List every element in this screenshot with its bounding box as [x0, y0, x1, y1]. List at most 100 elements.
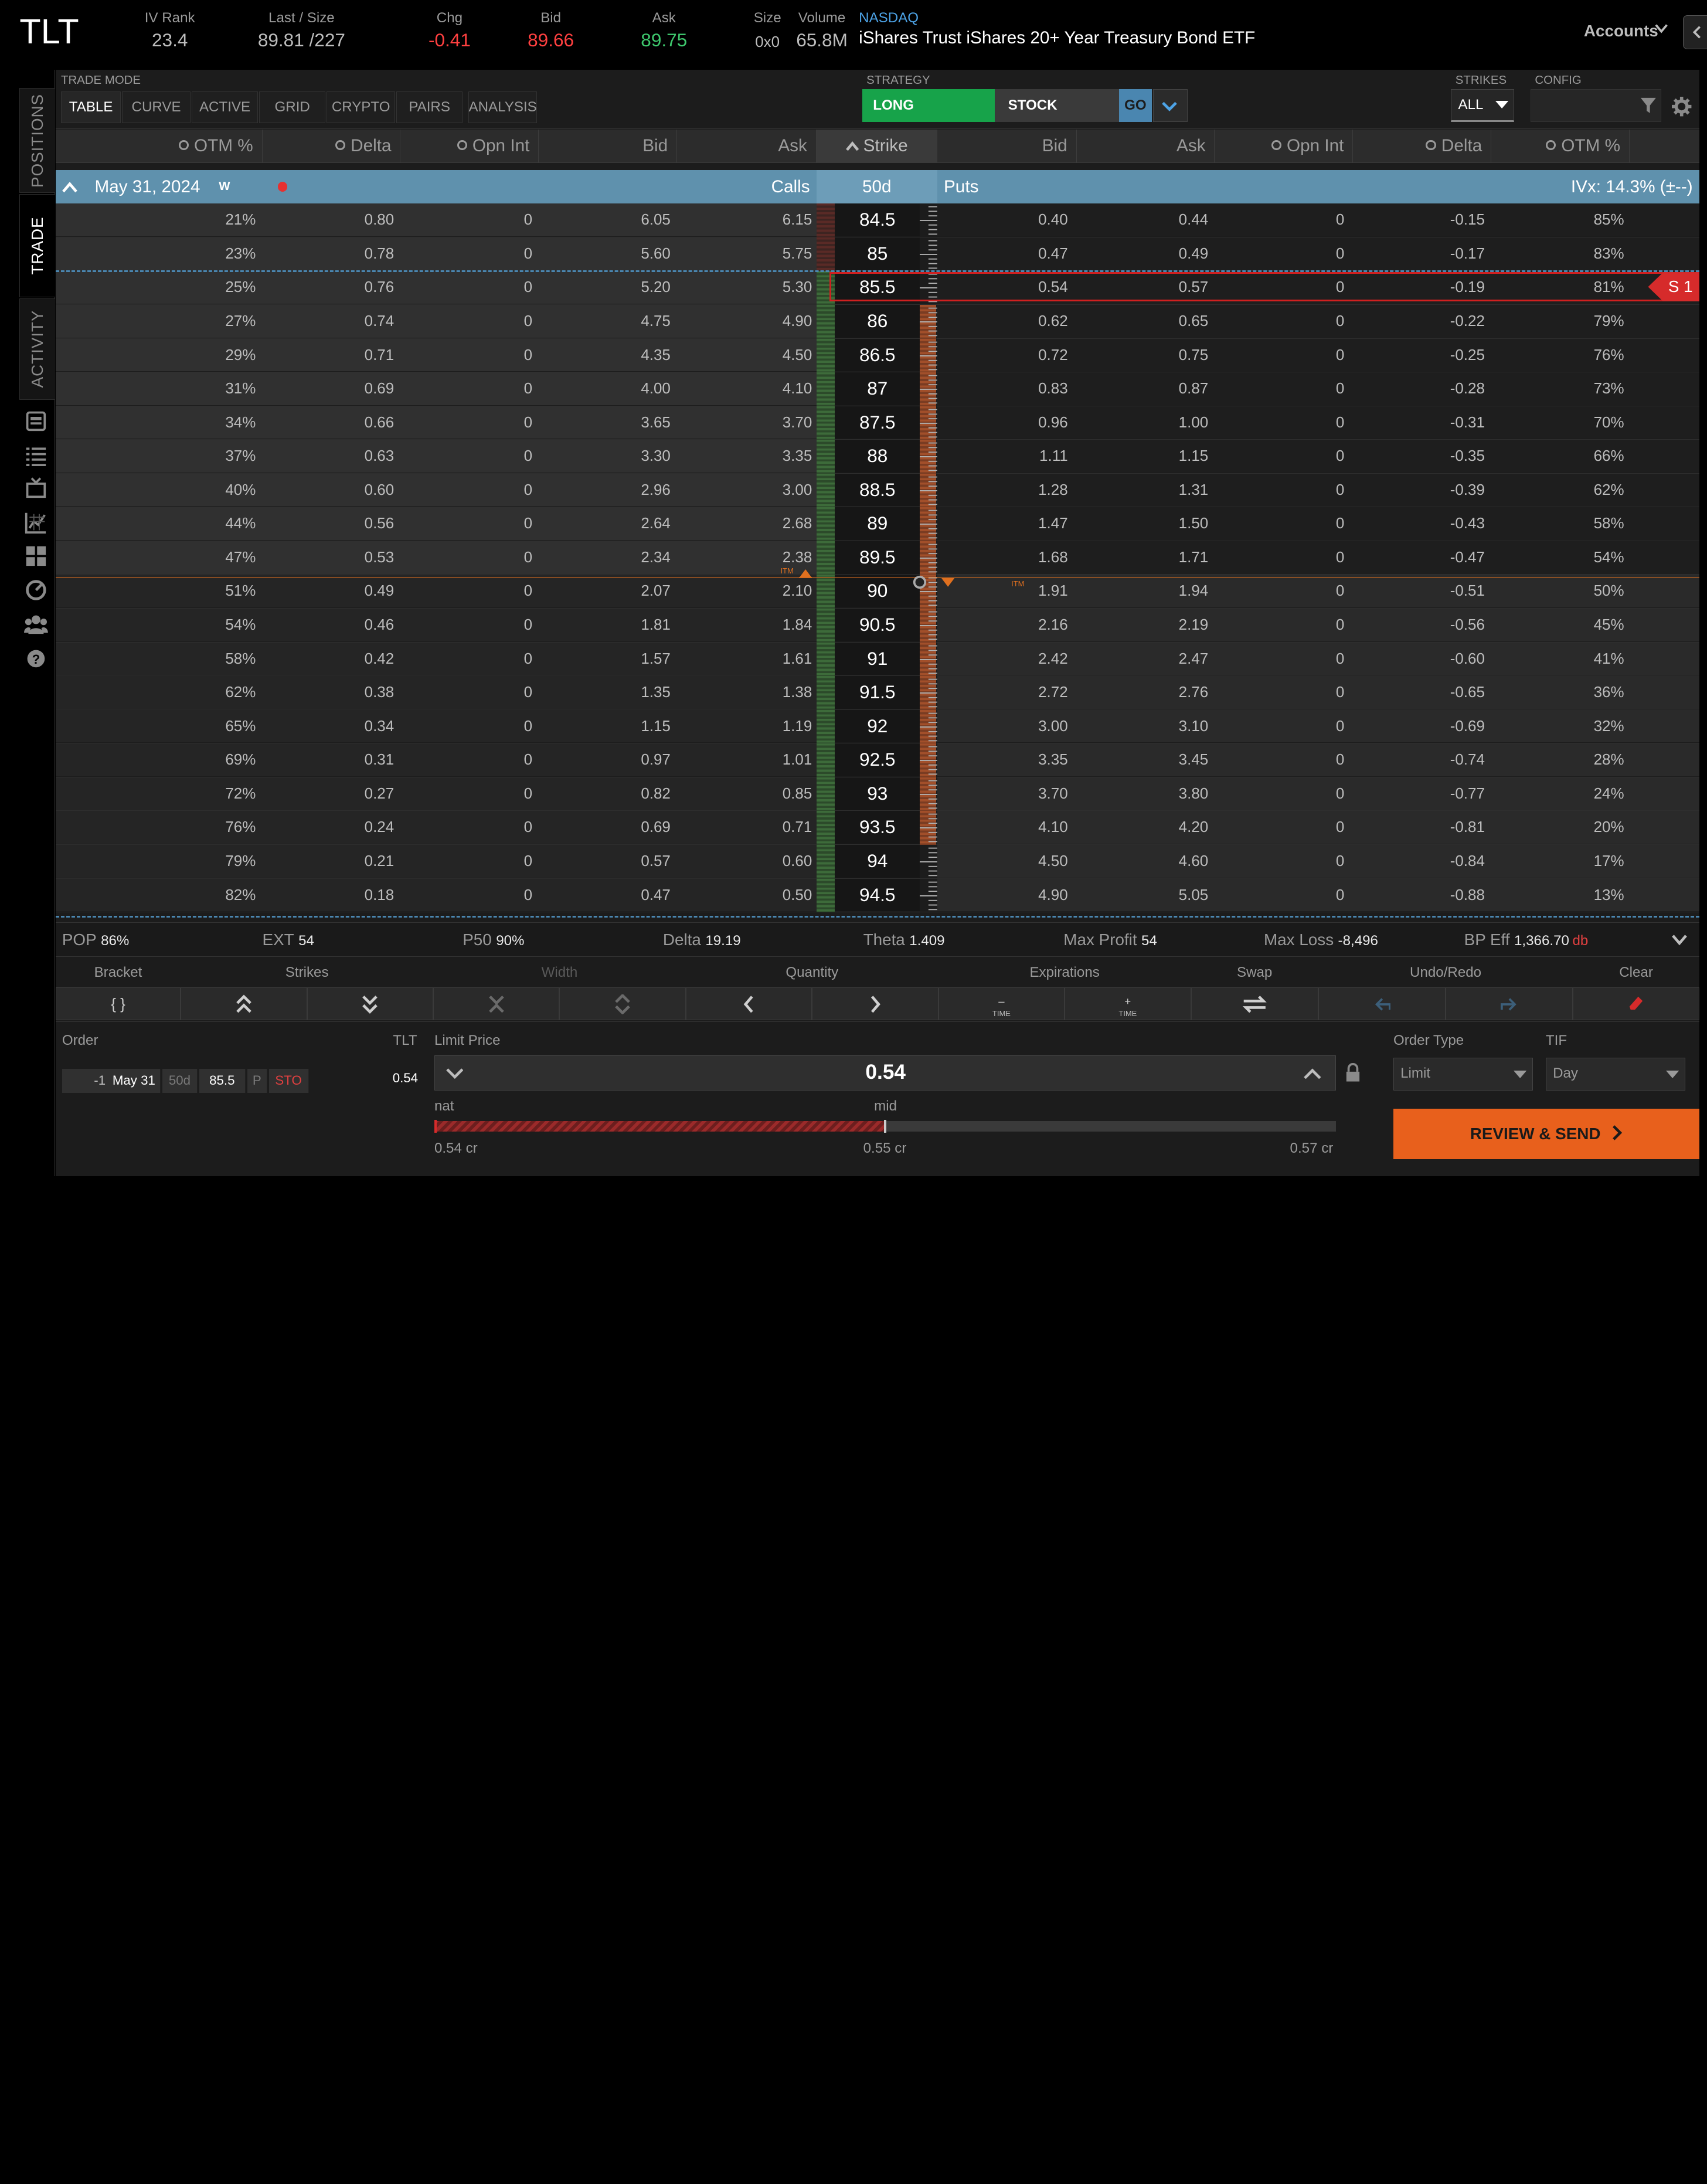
cell-c-bid[interactable]: 2.96	[641, 480, 671, 498]
cell-p-ask[interactable]: 1.00	[1178, 413, 1209, 431]
cell-c-ask[interactable]: 1.38	[782, 683, 812, 701]
cell-p-ask[interactable]: 3.45	[1178, 750, 1209, 769]
cell-p-bid[interactable]: 4.10	[1038, 818, 1068, 836]
cell-c-ask[interactable]: 2.10	[782, 582, 812, 600]
tab-table[interactable]: TABLE	[60, 91, 121, 123]
cell-p-bid[interactable]: 0.96	[1038, 413, 1068, 431]
grid-icon[interactable]	[24, 544, 48, 568]
cell-p-bid[interactable]: 0.62	[1038, 311, 1068, 330]
cell-p-bid[interactable]: 3.35	[1038, 750, 1068, 769]
chain-row[interactable]: 69% 0.31 0 0.97 1.01 3.35 3.45 0 -0.74 28% 92.5	[55, 743, 1699, 777]
lock-icon[interactable]	[1345, 1063, 1361, 1082]
cell-p-bid[interactable]: 1.28	[1038, 480, 1068, 498]
collapse-tab[interactable]	[1682, 15, 1707, 49]
puts-side[interactable]	[937, 845, 1699, 878]
cell-c-ask[interactable]: 0.71	[782, 818, 812, 836]
cell-c-ask[interactable]: 4.90	[782, 311, 812, 330]
cell-c-ask[interactable]: 5.75	[782, 244, 812, 262]
cell-p-bid[interactable]: 1.68	[1038, 548, 1068, 566]
cell-p-ask[interactable]: 3.80	[1178, 784, 1209, 802]
cell-p-bid[interactable]: 1.91	[1038, 582, 1068, 600]
strategy-stock-button[interactable]: STOCK	[995, 89, 1119, 122]
calls-side[interactable]	[55, 609, 817, 641]
cell-c-ask[interactable]: 3.00	[782, 480, 812, 498]
tab-active[interactable]: ACTIVE	[191, 91, 259, 123]
calls-side[interactable]	[55, 676, 817, 709]
cell-c-bid[interactable]: 5.20	[641, 278, 671, 296]
puts-side[interactable]	[937, 338, 1699, 372]
chain-row[interactable]: 25% 0.76 0 5.20 5.30 0.54 0.57 0 -0.19 81% 85.5 S 1	[55, 271, 1699, 305]
strikes-down-button[interactable]	[307, 987, 434, 1020]
cell-c-bid[interactable]: 4.75	[641, 311, 671, 330]
chain-row[interactable]: 27% 0.74 0 4.75 4.90 0.62 0.65 0 -0.22 79% 86	[55, 304, 1699, 339]
calls-side[interactable]	[55, 575, 817, 608]
puts-side[interactable]	[937, 237, 1699, 270]
tif-select[interactable]: Day	[1545, 1058, 1685, 1091]
cell-p-bid[interactable]: 0.54	[1038, 278, 1068, 296]
calls-side[interactable]	[55, 845, 817, 878]
col-put-delta[interactable]: Delta	[1353, 129, 1492, 162]
cell-c-ask[interactable]: 6.15	[782, 210, 812, 229]
cell-c-ask[interactable]: 4.10	[782, 379, 812, 398]
chain-row[interactable]: 23% 0.78 0 5.60 5.75 0.47 0.49 0 -0.17 83% 85	[55, 237, 1699, 271]
cell-p-ask[interactable]: 5.05	[1178, 885, 1209, 904]
cell-p-ask[interactable]: 4.60	[1178, 852, 1209, 870]
cell-c-bid[interactable]: 4.35	[641, 345, 671, 364]
cell-p-ask[interactable]: 1.15	[1178, 447, 1209, 465]
puts-side[interactable]	[937, 440, 1699, 473]
col-put-oi[interactable]: Opn Int	[1215, 129, 1354, 162]
cell-c-bid[interactable]: 1.15	[641, 716, 671, 735]
col-call-delta[interactable]: Delta	[263, 129, 401, 162]
cell-p-ask[interactable]: 0.49	[1178, 244, 1209, 262]
cell-p-ask[interactable]: 0.75	[1178, 345, 1209, 364]
bracket-button[interactable]: { }	[55, 987, 181, 1020]
symbol[interactable]: TLT	[19, 11, 79, 51]
cell-p-bid[interactable]: 0.40	[1038, 210, 1068, 229]
chain-row[interactable]: 34% 0.66 0 3.65 3.70 0.96 1.00 0 -0.31 70% 87.5	[55, 406, 1699, 440]
puts-side[interactable]	[937, 372, 1699, 405]
cell-c-ask[interactable]: 2.68	[782, 514, 812, 532]
tab-analysis[interactable]: ANALYSIS	[468, 91, 537, 123]
tab-grid[interactable]: GRID	[259, 91, 326, 123]
strategy-long-button[interactable]: LONG	[862, 89, 995, 122]
cell-c-bid[interactable]: 1.57	[641, 649, 671, 667]
puts-side[interactable]	[937, 676, 1699, 709]
chain-row[interactable]: 51% 0.49 0 2.07 2.10 1.91 1.94 0 -0.51 50% 90	[55, 575, 1699, 609]
clear-button[interactable]	[1573, 987, 1699, 1020]
chain-row[interactable]: 44% 0.56 0 2.64 2.68 1.47 1.50 0 -0.43 58% 89	[55, 507, 1699, 541]
calls-side[interactable]	[55, 507, 817, 541]
puts-side[interactable]	[937, 203, 1699, 236]
cell-c-bid[interactable]: 0.57	[641, 852, 671, 870]
cell-p-ask[interactable]: 0.87	[1178, 379, 1209, 398]
calls-side[interactable]	[55, 406, 817, 439]
cell-p-bid[interactable]: 0.83	[1038, 379, 1068, 398]
chain-row[interactable]: 82% 0.18 0 0.47 0.50 4.90 5.05 0 -0.88 13% 94.5	[55, 878, 1699, 913]
cell-c-bid[interactable]: 2.34	[641, 548, 671, 566]
strikes-up-button[interactable]	[181, 987, 307, 1020]
calls-side[interactable]	[55, 473, 817, 507]
chevron-down-icon[interactable]	[1672, 935, 1688, 946]
chain-row[interactable]: 79% 0.21 0 0.57 0.60 4.50 4.60 0 -0.84 17% 94	[55, 845, 1699, 879]
chain-row[interactable]: 58% 0.42 0 1.57 1.61 2.42 2.47 0 -0.60 41% 91	[55, 642, 1699, 677]
puts-side[interactable]	[937, 271, 1699, 304]
filter-icon[interactable]	[1640, 97, 1657, 114]
redo-button[interactable]	[1446, 987, 1573, 1020]
cell-c-ask[interactable]: 5.30	[782, 278, 812, 296]
limit-price-input[interactable]: 0.54	[434, 1055, 1336, 1091]
go-button[interactable]: GO	[1118, 89, 1152, 122]
cell-p-bid[interactable]: 3.70	[1038, 784, 1068, 802]
chart-icon[interactable]	[24, 511, 48, 535]
order-quantity[interactable]: -1	[62, 1068, 111, 1093]
chain-row[interactable]: 37% 0.63 0 3.30 3.35 1.11 1.15 0 -0.35 66% 88	[55, 440, 1699, 474]
cell-c-ask[interactable]: 0.60	[782, 852, 812, 870]
cell-p-bid[interactable]: 0.47	[1038, 244, 1068, 262]
col-call-oi[interactable]: Opn Int	[400, 129, 539, 162]
width-widen-button[interactable]	[559, 987, 686, 1020]
order-type-select[interactable]: Limit	[1393, 1058, 1533, 1091]
cell-p-ask[interactable]: 4.20	[1178, 818, 1209, 836]
calls-side[interactable]	[55, 440, 817, 473]
calls-side[interactable]	[55, 237, 817, 270]
cell-c-ask[interactable]: 4.50	[782, 345, 812, 364]
cell-c-bid[interactable]: 0.47	[641, 885, 671, 904]
puts-side[interactable]	[937, 743, 1699, 777]
